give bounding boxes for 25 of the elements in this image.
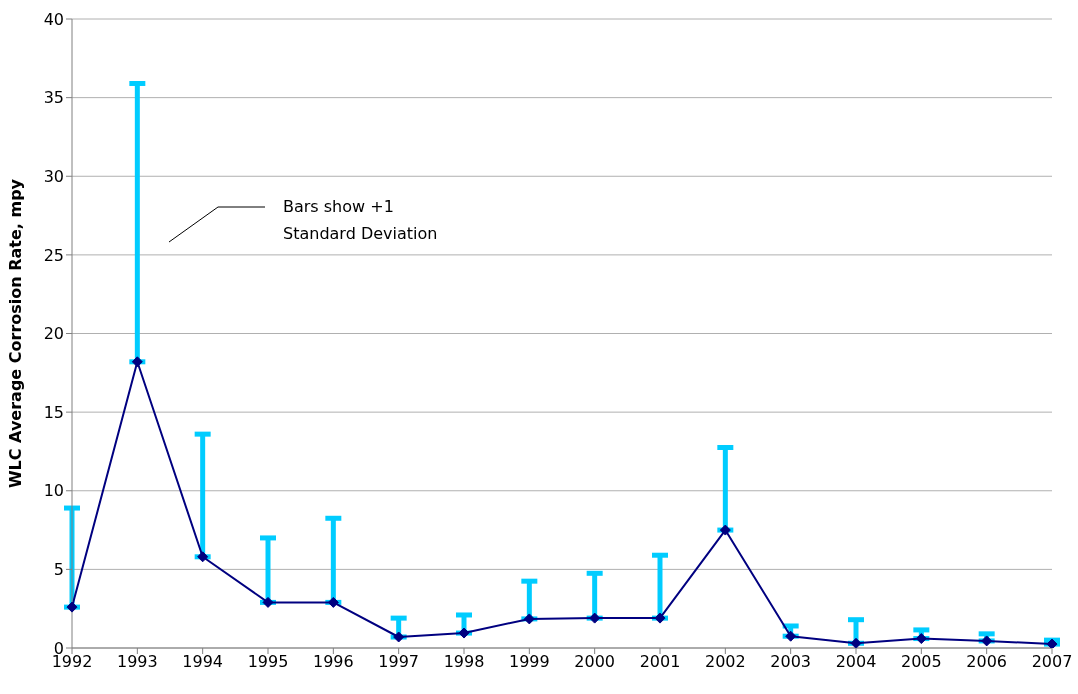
- x-tick-label: 1995: [247, 652, 289, 672]
- y-axis-title: WLC Average Corrosion Rate, mpy: [5, 178, 25, 489]
- y-tick-label: 30: [43, 166, 64, 186]
- y-tick-label: 40: [43, 9, 64, 29]
- y-tick-label: 5: [53, 560, 64, 580]
- x-tick-label: 1994: [182, 652, 224, 672]
- y-tick-label: 35: [43, 88, 64, 108]
- x-tick-label: 2004: [835, 652, 877, 672]
- x-tick-label: 2006: [966, 652, 1008, 672]
- x-tick-label: 2005: [900, 652, 942, 672]
- x-tick-label: 2001: [639, 652, 681, 672]
- x-tick-label: 2003: [770, 652, 812, 672]
- annotation: Bars show +1 Standard Deviation: [283, 197, 438, 243]
- x-tick-label: 1997: [378, 652, 420, 672]
- x-tick-label: 2007: [1031, 652, 1073, 672]
- y-tick-label: 25: [43, 245, 64, 265]
- y-tick-label: 10: [43, 481, 64, 501]
- y-tick-label: 20: [43, 324, 64, 344]
- y-tick-label: 15: [43, 402, 64, 422]
- x-tick-label: 2002: [704, 652, 746, 672]
- x-tick-label: 1999: [508, 652, 550, 672]
- x-tick-label: 1998: [443, 652, 485, 672]
- x-tick-label: 1993: [116, 652, 158, 672]
- x-tick-label: 2000: [574, 652, 616, 672]
- x-tick-label: 1996: [312, 652, 354, 672]
